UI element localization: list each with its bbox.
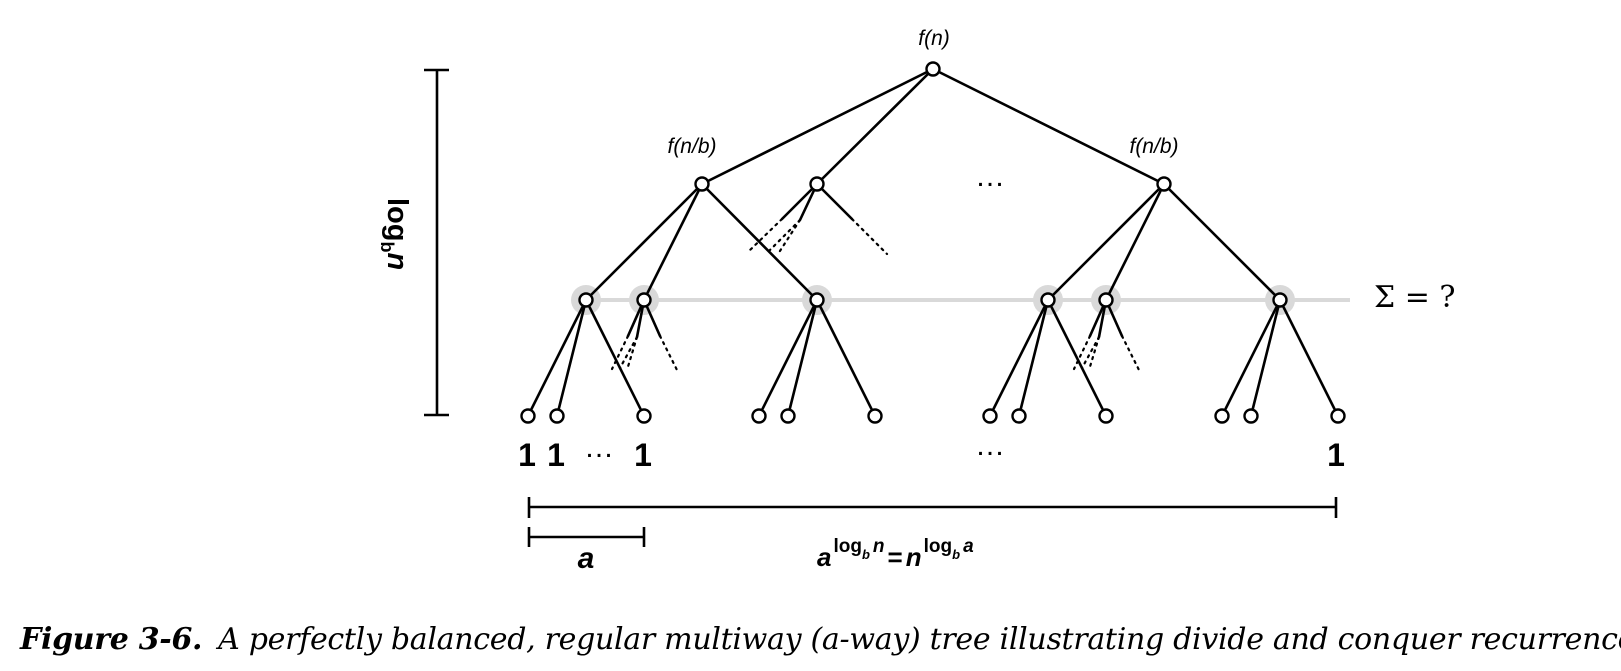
tree-edges <box>526 67 1340 418</box>
level1-node <box>694 176 710 192</box>
branching-factor-label: a <box>578 542 595 575</box>
leaf-node <box>1098 408 1114 424</box>
level2-node <box>1272 292 1288 308</box>
leaf-value: 1 <box>634 437 652 473</box>
tree-nodes <box>520 61 1346 424</box>
level2-node <box>578 292 594 308</box>
level1-node <box>809 176 825 192</box>
figure-number: Figure 3-6. <box>20 622 203 657</box>
leaf-node <box>1214 408 1230 424</box>
child-right-label: f(n/b) <box>1129 135 1178 158</box>
level2-node <box>1040 292 1056 308</box>
caption-text: A perfectly balanced, regular multiway (… <box>218 622 1621 657</box>
root-label: f(n) <box>918 27 950 50</box>
branching-width-bracket <box>527 527 646 547</box>
sum-label: Σ = ? <box>1374 280 1456 315</box>
figure-caption: Figure 3-6. A perfectly balanced, regular… <box>20 622 1621 657</box>
leaf-node <box>751 408 767 424</box>
leaf-row-ellipsis-left: … <box>584 431 614 464</box>
leaf-node <box>549 408 565 424</box>
child-left-label: f(n/b) <box>667 135 716 158</box>
leaf-row-ellipsis-middle: … <box>975 429 1005 462</box>
leaf-node <box>1011 408 1027 424</box>
level1-node <box>1156 176 1172 192</box>
leaf-node <box>636 408 652 424</box>
leaf-node <box>982 408 998 424</box>
level2-node <box>1098 292 1114 308</box>
leaf-value: 1 <box>518 437 536 473</box>
leaf-count-formula: a logb n = n logb a <box>817 536 974 572</box>
leaf-node <box>780 408 796 424</box>
leaf-value: 1 <box>547 437 565 473</box>
height-label: logbn <box>377 198 413 270</box>
leaf-node <box>1330 408 1346 424</box>
dotted-edges <box>610 217 1141 372</box>
level2-node <box>809 292 825 308</box>
level1-ellipsis: … <box>975 160 1005 193</box>
height-bracket <box>424 68 449 417</box>
leaf-node <box>867 408 883 424</box>
root-node <box>925 61 941 77</box>
level2-node <box>636 292 652 308</box>
leaves-width-bracket <box>527 497 1338 518</box>
leaf-node <box>520 408 536 424</box>
leaf-node <box>1243 408 1259 424</box>
leaf-value: 1 <box>1327 437 1345 473</box>
